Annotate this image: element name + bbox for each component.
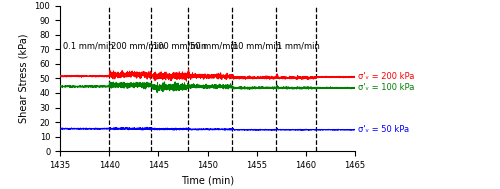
Text: σ'ᵥ = 50 kPa: σ'ᵥ = 50 kPa (358, 125, 409, 134)
Text: σ'ᵥ = 200 kPa: σ'ᵥ = 200 kPa (358, 72, 414, 81)
Y-axis label: Shear Stress (kPa): Shear Stress (kPa) (19, 34, 29, 123)
Text: 1 mm/min: 1 mm/min (278, 42, 320, 51)
Text: 100 mm/min: 100 mm/min (154, 42, 207, 51)
Text: 10 mm/min: 10 mm/min (233, 42, 281, 51)
Text: 0.1 mm/min: 0.1 mm/min (63, 42, 114, 51)
Text: 50 mm/min: 50 mm/min (190, 42, 238, 51)
X-axis label: Time (min): Time (min) (181, 175, 234, 185)
Text: σ'ᵥ = 100 kPa: σ'ᵥ = 100 kPa (358, 83, 414, 92)
Text: 200 mm/min: 200 mm/min (111, 42, 164, 51)
